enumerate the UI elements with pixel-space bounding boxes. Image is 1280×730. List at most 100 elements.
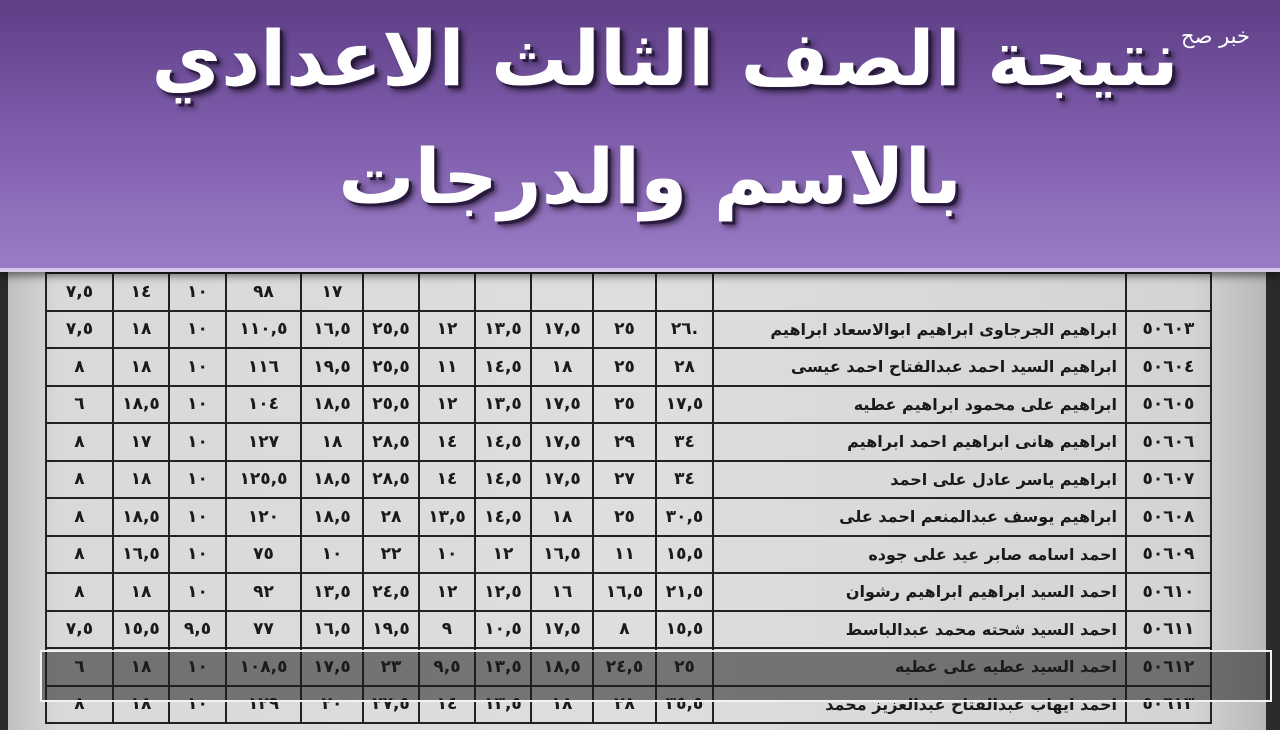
score-cell: ٢٧ bbox=[592, 459, 657, 499]
score-cell: ١٣,٥ bbox=[418, 497, 476, 537]
score-cell: ١٨ bbox=[530, 497, 594, 537]
score-cell bbox=[418, 272, 476, 312]
score-cell: ١١٦ bbox=[225, 347, 302, 387]
score-cell: ٢٢ bbox=[362, 534, 420, 574]
score-cell: ١٨,٥ bbox=[112, 497, 170, 537]
score-cell: ١٠ bbox=[168, 422, 227, 462]
score-cell: ٧,٥ bbox=[45, 609, 114, 649]
score-cell bbox=[530, 272, 594, 312]
score-cell: ١٨,٥ bbox=[300, 459, 364, 499]
score-cell: ١٥,٥ bbox=[655, 609, 714, 649]
score-cell: ١٤,٥ bbox=[474, 347, 532, 387]
student-name: احمد السيد ابراهيم ابراهيم رشوان bbox=[712, 572, 1127, 612]
score-cell: ١١ bbox=[418, 347, 476, 387]
score-cell: ٨ bbox=[45, 422, 114, 462]
score-cell: ١٨ bbox=[112, 572, 170, 612]
student-name: ابراهيم على محمود ابراهيم عطيه bbox=[712, 384, 1127, 424]
student-name: ابراهيم الجرجاوى ابراهيم ابوالاسعاد ابرا… bbox=[712, 309, 1127, 349]
score-cell: ١٧ bbox=[300, 272, 364, 312]
score-cell: ١٢,٥ bbox=[474, 572, 532, 612]
score-cell: ١٧ bbox=[112, 422, 170, 462]
score-cell: ١٧,٥ bbox=[655, 384, 714, 424]
score-cell: ١٧,٥ bbox=[530, 459, 594, 499]
score-cell: ٧,٥ bbox=[45, 272, 114, 312]
score-cell: ١٨ bbox=[112, 347, 170, 387]
seat-number: ٥٠٦٠٩ bbox=[1125, 534, 1212, 574]
score-cell: ٢٥,٥ bbox=[362, 384, 420, 424]
score-cell: ١٠ bbox=[168, 384, 227, 424]
score-cell: ١١ bbox=[592, 534, 657, 574]
score-cell: ٢٦. bbox=[655, 309, 714, 349]
score-cell: ١٧,٥ bbox=[530, 309, 594, 349]
score-cell: ٣٤ bbox=[655, 459, 714, 499]
score-cell: ٩٢ bbox=[225, 572, 302, 612]
seat-number: ٥٠٦٠٤ bbox=[1125, 347, 1212, 387]
score-cell: ٨ bbox=[592, 609, 657, 649]
score-cell: ٢٨ bbox=[362, 497, 420, 537]
table-row: ٨ ١٦,٥ ١٠ ٧٥ ١٠ ٢٢ ١٠ ١٢ ١٦,٥ ١١ ١٥,٥ احمد اسامه صا… bbox=[45, 534, 1212, 574]
score-cell: ١٤,٥ bbox=[474, 422, 532, 462]
score-cell: ١٤ bbox=[418, 422, 476, 462]
score-cell: ٧,٥ bbox=[45, 309, 114, 349]
score-cell: ١٢٧ bbox=[225, 422, 302, 462]
score-cell: ٨ bbox=[45, 534, 114, 574]
score-cell: ١٣,٥ bbox=[474, 384, 532, 424]
score-cell: ١٠ bbox=[168, 459, 227, 499]
score-cell: ١٤ bbox=[112, 272, 170, 312]
score-cell: ١٥,٥ bbox=[655, 534, 714, 574]
score-cell: ١٥,٥ bbox=[112, 609, 170, 649]
table-row: ٨ ١٨ ١٠ ١١٦ ١٩,٥ ٢٥,٥ ١١ ١٤,٥ ١٨ ٢٥ ٢٨ ابراهيم السي… bbox=[45, 347, 1212, 387]
table-row: ٦ ١٨,٥ ١٠ ١٠٤ ١٨,٥ ٢٥,٥ ١٢ ١٣,٥ ١٧,٥ ٢٥ ١٧,٥ ابراهي… bbox=[45, 384, 1212, 424]
score-cell: ٨ bbox=[45, 459, 114, 499]
score-cell: ٢٥ bbox=[592, 384, 657, 424]
score-cell: ١٠ bbox=[418, 534, 476, 574]
score-cell: ١٢٠ bbox=[225, 497, 302, 537]
score-cell: ١٦ bbox=[530, 572, 594, 612]
score-cell: ١٣,٥ bbox=[300, 572, 364, 612]
table-row: ٧,٥ ١٥,٥ ٩,٥ ٧٧ ١٦,٥ ١٩,٥ ٩ ١٠,٥ ١٧,٥ ٨ ١٥,٥ احمد ا… bbox=[45, 609, 1212, 649]
student-name: احمد السيد شحته محمد عبدالباسط bbox=[712, 609, 1127, 649]
score-cell: ٢١,٥ bbox=[655, 572, 714, 612]
seat-number: ٥٠٦١١ bbox=[1125, 609, 1212, 649]
score-cell: ٦ bbox=[45, 384, 114, 424]
score-cell: ٧٧ bbox=[225, 609, 302, 649]
seat-number: ٥٠٦٠٦ bbox=[1125, 422, 1212, 462]
table-row: ٨ ١٨,٥ ١٠ ١٢٠ ١٨,٥ ٢٨ ١٣,٥ ١٤,٥ ١٨ ٢٥ ٣٠,٥ ابراهيم … bbox=[45, 497, 1212, 537]
student-name: ابراهيم السيد احمد عبدالفتاح احمد عيسى bbox=[712, 347, 1127, 387]
table-row: ٧,٥ ١٤ ١٠ ٩٨ ١٧ bbox=[45, 272, 1212, 312]
score-cell: ١٠ bbox=[168, 572, 227, 612]
score-cell: ١٧,٥ bbox=[530, 609, 594, 649]
score-cell: ٢٨ bbox=[655, 347, 714, 387]
score-cell: ٢٥ bbox=[592, 309, 657, 349]
seat-number: ٥٠٦٠٥ bbox=[1125, 384, 1212, 424]
score-cell: ١٢ bbox=[418, 572, 476, 612]
title-line-1: نتيجة الصف الثالث الاعدادي bbox=[151, 14, 1179, 103]
score-cell: ١٦,٥ bbox=[300, 609, 364, 649]
score-cell: ٣٠,٥ bbox=[655, 497, 714, 537]
score-cell: ١٤,٥ bbox=[474, 497, 532, 537]
table-row: ٨ ١٨ ١٠ ٩٢ ١٣,٥ ٢٤,٥ ١٢ ١٢,٥ ١٦ ١٦,٥ ٢١,٥ احمد السي… bbox=[45, 572, 1212, 612]
score-cell: ١٦,٥ bbox=[112, 534, 170, 574]
seat-number: ٥٠٦٠٧ bbox=[1125, 459, 1212, 499]
score-cell: ١٢ bbox=[418, 384, 476, 424]
score-cell: ١٧,٥ bbox=[530, 384, 594, 424]
score-cell: ٢٥,٥ bbox=[362, 309, 420, 349]
score-cell bbox=[655, 272, 714, 312]
score-cell: ٢٥,٥ bbox=[362, 347, 420, 387]
score-cell: ١٦,٥ bbox=[300, 309, 364, 349]
score-cell: ١٨,٥ bbox=[300, 497, 364, 537]
title-line-2: بالاسم والدرجات bbox=[338, 132, 962, 221]
score-cell: ١١٠,٥ bbox=[225, 309, 302, 349]
score-cell: ١٠ bbox=[168, 534, 227, 574]
student-name: ابراهيم يوسف عبدالمنعم احمد على bbox=[712, 497, 1127, 537]
score-cell: ١٨,٥ bbox=[112, 384, 170, 424]
score-cell: ١٩,٥ bbox=[300, 347, 364, 387]
score-cell: ٢٩ bbox=[592, 422, 657, 462]
student-name: احمد اسامه صابر عيد على جوده bbox=[712, 534, 1127, 574]
score-cell: ١٠ bbox=[168, 347, 227, 387]
seat-number: ٥٠٦٠٨ bbox=[1125, 497, 1212, 537]
score-cell: ١٨ bbox=[112, 309, 170, 349]
score-cell: ١٢٥,٥ bbox=[225, 459, 302, 499]
score-cell: ١٤ bbox=[418, 459, 476, 499]
score-cell: ٩ bbox=[418, 609, 476, 649]
